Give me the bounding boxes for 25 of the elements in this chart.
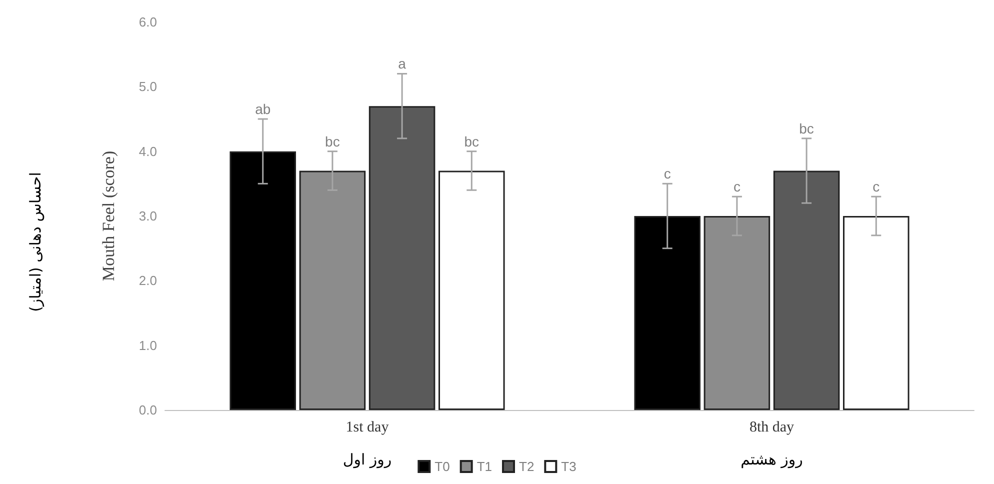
y-tick-label: 4.0 <box>138 144 157 159</box>
data-label: bc <box>799 120 814 136</box>
y-tick-label: 5.0 <box>138 79 157 94</box>
data-label: c <box>733 178 740 195</box>
text: روز اول <box>342 450 392 468</box>
legend-label: T2 <box>519 459 534 474</box>
data-label: c <box>872 178 880 195</box>
y-tick-label: 0.0 <box>138 402 157 418</box>
data-label: a <box>398 56 406 72</box>
data-label: bc <box>325 133 340 150</box>
x-tick-label: 8th day <box>749 420 795 436</box>
data-label: c <box>664 166 671 182</box>
y-tick-label: 6.0 <box>138 14 157 30</box>
data-label: ab <box>255 101 271 117</box>
y-axis-title: Mouth Feel (score) <box>99 150 118 282</box>
y-tick-label: 3.0 <box>138 208 157 224</box>
legend-label: T0 <box>434 459 450 474</box>
legend-label: T1 <box>476 459 492 474</box>
data-label: bc <box>464 133 480 150</box>
y-tick-label: 1.0 <box>138 338 157 353</box>
x-tick-label: 1st day <box>346 420 390 436</box>
text: احساس دهانی (امتیاز) <box>26 172 44 312</box>
text: روز هشتم <box>740 450 803 468</box>
legend-label: T3 <box>561 459 576 474</box>
y-tick-label: 2.0 <box>138 273 157 288</box>
